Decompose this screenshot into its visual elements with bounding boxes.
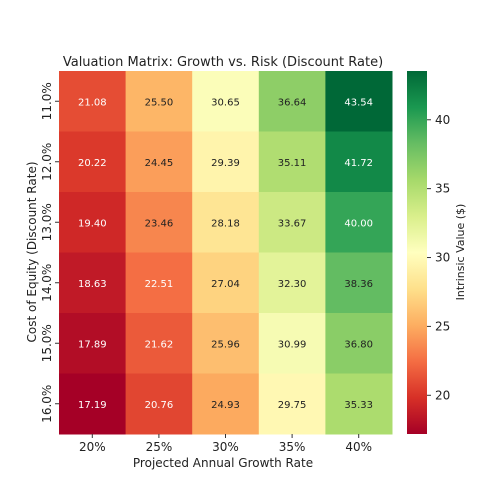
heatmap-cell [325,131,393,193]
heatmap-cell [192,373,260,435]
heatmap-cell [192,192,260,253]
colorbar-label: Intrinsic Value ($) [454,204,467,301]
heatmap-cells: 21.08 25.50 30.65 36.64 43.54 20.22 24.45 29.39… [59,71,393,435]
x-tick-label: 20% [79,440,106,454]
cell-value-label: 33.67 [278,218,307,229]
y-tick-label: 14.0% [40,264,54,302]
cell-value-label: 24.45 [145,158,174,169]
heatmap-cell [59,192,127,253]
cell-value-label: 36.80 [344,339,373,350]
heatmap-cell [325,373,393,435]
heatmap-cell [59,373,127,435]
x-tick-label: 35% [279,440,306,454]
y-tick-label: 12.0% [40,143,54,181]
cell-value-label: 21.08 [78,97,107,108]
heatmap-cell [59,313,127,374]
heatmap-cell [59,71,127,132]
cell-value-label: 29.75 [278,400,307,411]
colorbar-tick-label: 35 [435,182,450,196]
cell-value-label: 32.30 [278,279,307,290]
colorbar-tick-label: 20 [435,388,450,402]
heatmap-cell [258,71,326,132]
cell-value-label: 24.93 [211,400,240,411]
heatmap-cell [258,373,326,435]
y-tick-label: 15.0% [40,324,54,362]
cell-value-label: 35.33 [344,400,373,411]
cell-value-label: 23.46 [145,218,174,229]
heatmap-cell [59,252,127,314]
heatmap-cell [125,71,193,132]
x-tick-label: 25% [146,440,173,454]
heatmap-cell [325,313,393,374]
heatmap-cell [325,71,393,132]
heatmap-cell [258,313,326,374]
y-tick-label: 11.0% [40,82,54,120]
heatmap-cell [125,313,193,374]
cell-value-label: 30.65 [211,97,240,108]
y-tick-label: 13.0% [40,203,54,241]
heatmap-cell [258,131,326,193]
heatmap-cell [258,192,326,253]
heatmap-cell [192,252,260,314]
heatmap-cell [192,313,260,374]
colorbar-ticks: 20 25 30 35 40 [427,113,450,402]
cell-value-label: 25.50 [145,97,174,108]
cell-value-label: 21.62 [145,339,174,350]
y-tick-label: 16.0% [40,385,54,423]
cell-value-label: 19.40 [78,218,107,229]
cell-value-label: 20.22 [78,158,107,169]
heatmap-cell [125,252,193,314]
cell-value-label: 35.11 [278,158,307,169]
x-tick-label: 40% [345,440,372,454]
x-tick-labels: 20% 25% 30% 35% 40% [79,434,372,454]
cell-value-label: 41.72 [344,158,373,169]
heatmap-cell [325,252,393,314]
cell-value-label: 36.64 [278,97,307,108]
cell-value-label: 20.76 [145,400,174,411]
cell-value-label: 17.89 [78,339,107,350]
colorbar [407,71,427,434]
heatmap-cell [192,131,260,193]
heatmap-cell [258,252,326,314]
cell-value-label: 28.18 [211,218,240,229]
heatmap-cell [59,131,127,193]
cell-value-label: 40.00 [344,218,373,229]
y-axis-label: Cost of Equity (Discount Rate) [25,161,39,342]
colorbar-tick-label: 25 [435,319,450,333]
y-tick-labels: 11.0% 12.0% 13.0% 14.0% 15.0% 16.0% [40,82,59,423]
cell-value-label: 30.99 [278,339,307,350]
cell-value-label: 38.36 [344,279,373,290]
cell-value-label: 43.54 [344,97,373,108]
x-tick-label: 30% [212,440,239,454]
colorbar-tick-label: 30 [435,251,450,265]
cell-value-label: 27.04 [211,279,240,290]
cell-value-label: 18.63 [78,279,107,290]
cell-value-label: 29.39 [211,158,240,169]
heatmap-cell [192,71,260,132]
heatmap-cell [125,373,193,435]
heatmap-cell [125,131,193,193]
colorbar-tick-label: 40 [435,113,450,127]
heatmap-cell [325,192,393,253]
heatmap-cell [125,192,193,253]
cell-value-label: 22.51 [145,279,174,290]
x-axis-label: Projected Annual Growth Rate [133,456,313,470]
cell-value-label: 25.96 [211,339,240,350]
cell-value-label: 17.19 [78,400,107,411]
chart-title: Valuation Matrix: Growth vs. Risk (Disco… [63,55,383,70]
